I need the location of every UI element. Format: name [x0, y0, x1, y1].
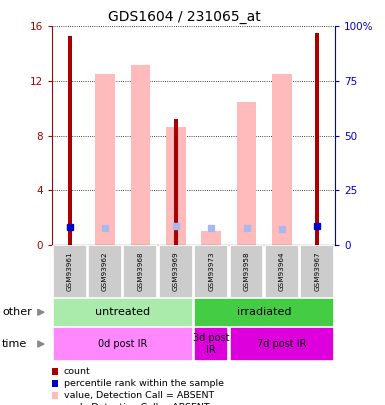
Bar	[52, 380, 58, 387]
Bar	[265, 245, 299, 298]
Bar	[53, 298, 193, 327]
Text: count: count	[64, 367, 90, 376]
Text: percentile rank within the sample: percentile rank within the sample	[64, 379, 224, 388]
Text: GSM93968: GSM93968	[137, 252, 143, 291]
Text: 3d post
IR: 3d post IR	[193, 333, 229, 355]
Bar	[131, 64, 150, 245]
Bar	[229, 327, 334, 361]
Text: rank, Detection Call = ABSENT: rank, Detection Call = ABSENT	[64, 403, 209, 405]
Bar	[53, 327, 193, 361]
Bar	[194, 245, 228, 298]
Bar	[201, 231, 221, 245]
Bar	[300, 245, 334, 298]
Text: time: time	[2, 339, 27, 349]
Bar	[194, 298, 334, 327]
Bar	[67, 36, 72, 245]
Text: GSM93969: GSM93969	[173, 252, 179, 291]
Bar	[159, 245, 193, 298]
Text: 7d post IR: 7d post IR	[257, 339, 306, 349]
Text: 0d post IR: 0d post IR	[98, 339, 147, 349]
Bar	[237, 102, 256, 245]
Bar	[53, 245, 87, 298]
Bar	[52, 392, 58, 399]
Text: GSM93964: GSM93964	[279, 252, 285, 291]
Bar	[194, 327, 228, 361]
Bar	[124, 245, 157, 298]
Text: GSM93962: GSM93962	[102, 252, 108, 291]
Text: untreated: untreated	[95, 307, 150, 317]
Bar	[88, 245, 122, 298]
Bar	[315, 33, 320, 245]
Text: GSM93967: GSM93967	[314, 252, 320, 291]
Text: value, Detection Call = ABSENT: value, Detection Call = ABSENT	[64, 391, 214, 400]
Bar	[166, 128, 186, 245]
Text: irradiated: irradiated	[237, 307, 291, 317]
Text: GSM93973: GSM93973	[208, 252, 214, 291]
Bar	[229, 245, 263, 298]
Text: GSM93961: GSM93961	[67, 252, 73, 291]
Text: GDS1604 / 231065_at: GDS1604 / 231065_at	[109, 10, 261, 24]
Bar	[272, 74, 291, 245]
Bar	[174, 119, 178, 245]
Text: GSM93958: GSM93958	[244, 252, 249, 291]
Bar	[95, 74, 115, 245]
Bar	[52, 368, 58, 375]
Text: other: other	[2, 307, 32, 317]
